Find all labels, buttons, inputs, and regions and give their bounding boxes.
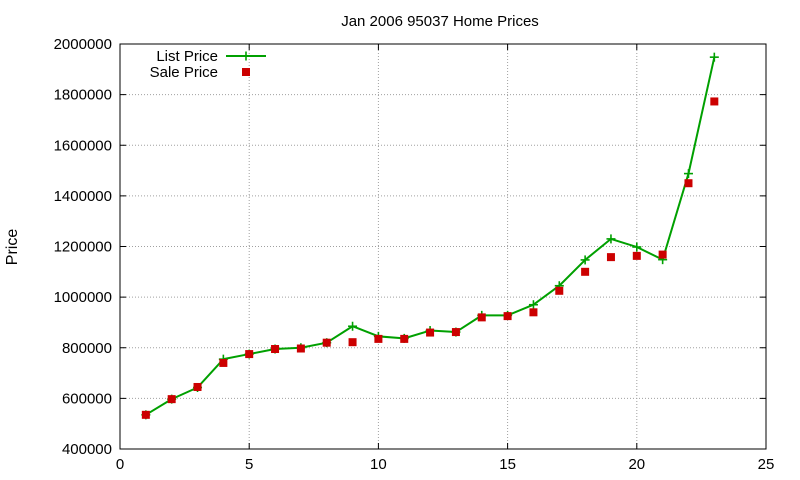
sale-price-point	[529, 308, 538, 317]
sale-price-point	[632, 251, 641, 260]
sale-price-point	[710, 97, 719, 106]
sale-price-point	[555, 286, 564, 295]
series-sale-price-markers	[141, 97, 719, 419]
legend-item: List Price	[156, 48, 266, 65]
legend-item: Sale Price	[150, 64, 250, 81]
list-price-point	[606, 234, 616, 244]
legend-label: List Price	[156, 48, 218, 65]
sale-price-point	[219, 358, 228, 367]
y-axis-label: Price	[4, 229, 21, 266]
y-tick-label: 1600000	[54, 137, 112, 154]
sale-price-point	[193, 382, 202, 391]
sale-price-point	[245, 350, 254, 359]
sale-price-point	[348, 338, 357, 347]
y-tick-label: 1000000	[54, 289, 112, 306]
sale-price-point	[322, 338, 331, 347]
y-tick-label: 1200000	[54, 239, 112, 256]
y-tick-label: 2000000	[54, 36, 112, 53]
y-tick-label: 1800000	[54, 87, 112, 104]
sale-price-point	[400, 334, 409, 343]
x-tick-label: 20	[628, 456, 645, 473]
sale-price-point	[167, 395, 176, 404]
sale-price-point	[271, 345, 280, 354]
list-price-point	[528, 300, 538, 310]
x-tick-label: 0	[116, 456, 124, 473]
sale-price-point	[426, 328, 435, 337]
sale-price-point	[684, 179, 693, 188]
list-price-point	[709, 52, 719, 62]
list-price-point	[632, 242, 642, 252]
list-price-point	[348, 321, 358, 331]
series-layer	[141, 52, 719, 420]
legend-label: Sale Price	[150, 64, 218, 81]
list-price-point	[683, 169, 693, 179]
sale-price-point	[503, 312, 512, 321]
list-price-point	[580, 255, 590, 265]
sale-price-point	[141, 410, 150, 419]
sale-price-point	[451, 328, 460, 337]
y-tick-label: 400000	[62, 441, 112, 458]
sale-price-point	[374, 334, 383, 343]
x-tick-label: 15	[499, 456, 516, 473]
legend-marker	[241, 51, 251, 61]
sale-price-point	[581, 267, 590, 276]
chart-title: Jan 2006 95037 Home Prices	[341, 13, 539, 30]
sale-price-point	[606, 253, 615, 262]
sale-price-point	[658, 250, 667, 259]
ticks: 0 5 10 15 20 25 400000 600000 800000 1000000 12000…	[54, 36, 775, 473]
legend-marker	[242, 68, 250, 76]
sale-price-point	[477, 313, 486, 322]
x-tick-label: 5	[245, 456, 253, 473]
y-tick-label: 1400000	[54, 188, 112, 205]
y-tick-label: 600000	[62, 390, 112, 407]
x-tick-label: 25	[758, 456, 775, 473]
x-tick-label: 10	[370, 456, 387, 473]
y-tick-label: 800000	[62, 340, 112, 357]
sale-price-point	[296, 344, 305, 353]
